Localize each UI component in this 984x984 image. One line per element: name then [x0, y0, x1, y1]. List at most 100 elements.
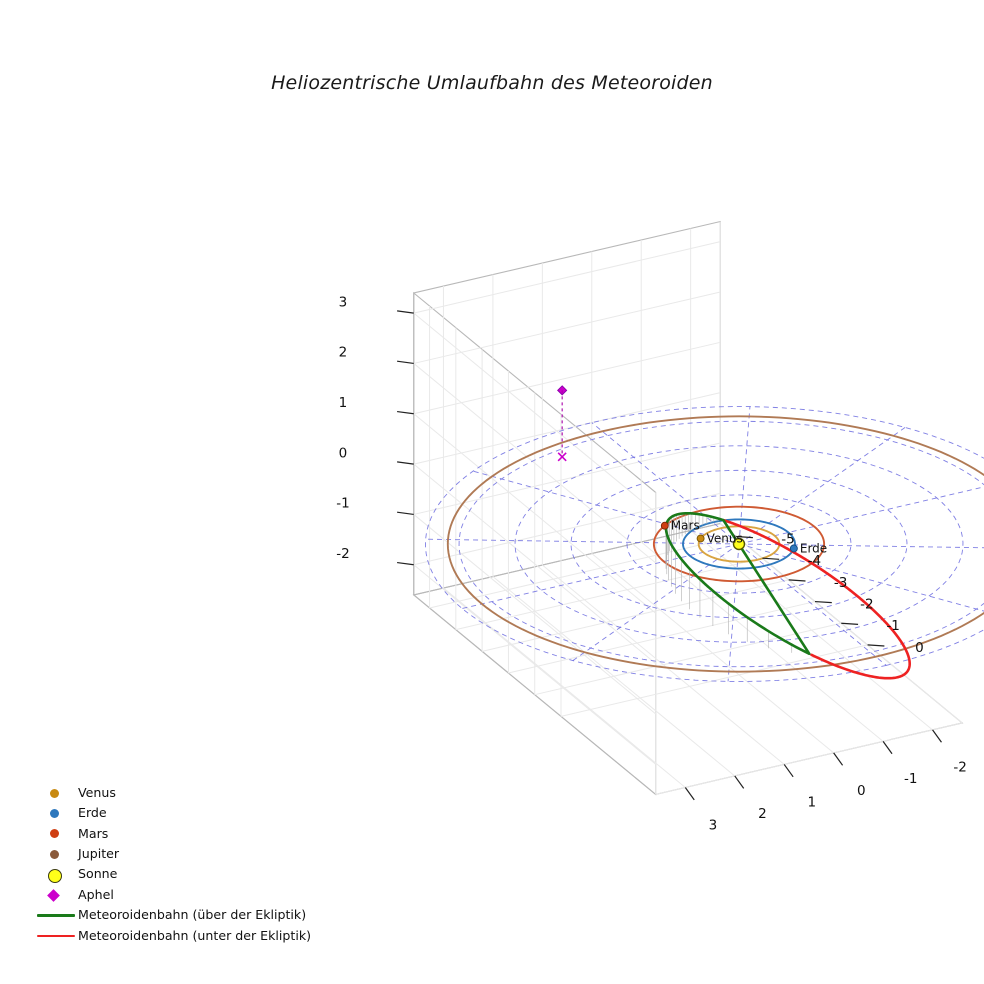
- left-wall-gridline-h: [413, 413, 656, 614]
- legend-marker-aphel: [34, 885, 78, 905]
- polar-grid-spoke: [738, 486, 984, 545]
- legend-marker-venus: [34, 783, 78, 803]
- legend-swatch: [50, 809, 59, 819]
- y-axis-tick-label: -2: [953, 760, 966, 776]
- orbit-path-mars: [652, 505, 826, 583]
- polar-grid-spoke: [738, 406, 751, 545]
- marker-erde: [789, 544, 798, 553]
- z-axis-tick: [397, 360, 414, 365]
- polar-grid-spoke: [462, 543, 740, 609]
- floor-gridline-x: [655, 722, 963, 795]
- floor-gridline-x: [534, 622, 842, 696]
- x-axis-tick-label: -5: [781, 532, 794, 548]
- z-axis-tick-label: -2: [336, 546, 349, 562]
- body-label-venus: Venus: [707, 531, 743, 545]
- floor-gridline-y: [690, 530, 933, 731]
- back-wall-gridline-h: [413, 442, 721, 515]
- z-axis-tick-label: 2: [339, 345, 348, 361]
- floor-gridline-y: [542, 564, 785, 765]
- y-axis-tick: [783, 764, 794, 778]
- left-wall-gridline-h: [413, 312, 656, 513]
- x-axis-tick: [788, 579, 806, 582]
- y-axis-tick-label: 1: [808, 794, 817, 810]
- back-wall-gridline-h: [413, 392, 721, 465]
- legend-item-label: Erde: [78, 805, 107, 821]
- legend-item-label: Meteoroidenbahn (über der Ekliptik): [78, 907, 307, 923]
- legend-swatch: [50, 829, 59, 839]
- legend-swatch: [37, 934, 75, 938]
- x-axis-tick-label: -4: [808, 553, 821, 569]
- floor-gridline-y: [443, 587, 686, 788]
- legend-swatch: [50, 788, 59, 798]
- orbit-path-jupiter: [446, 415, 984, 673]
- x-axis-tick: [736, 535, 753, 539]
- chart-legend: Venus Erde Mars Jupiter Sonne Aphel Meteoroide…: [34, 783, 364, 946]
- z-axis-tick-label: 1: [339, 395, 348, 411]
- x-axis-tick: [814, 600, 832, 604]
- polar-grid-spoke: [738, 543, 887, 666]
- polar-grid-spoke: [727, 543, 740, 682]
- legend-item[interactable]: Jupiter: [34, 844, 364, 864]
- legend-item[interactable]: Erde: [34, 803, 364, 823]
- y-axis-tick: [882, 741, 893, 755]
- floor-gridline-y: [492, 576, 736, 777]
- y-axis-tick: [833, 752, 844, 766]
- y-axis-tick-label: 0: [857, 783, 866, 799]
- polar-grid-spoke: [738, 543, 984, 612]
- legend-swatch: [47, 888, 60, 902]
- z-axis-tick: [397, 561, 414, 566]
- body-label-mars: Mars: [671, 519, 700, 533]
- y-axis-tick-label: 2: [758, 806, 767, 822]
- marker-sonne: [732, 537, 746, 551]
- polar-grid-spoke: [572, 543, 740, 661]
- floor-gridline-x: [455, 557, 763, 631]
- y-axis-tick: [684, 787, 695, 801]
- legend-item-label: Meteoroidenbahn (unter der Ekliptik): [78, 927, 312, 943]
- legend-item-label: Mars: [78, 825, 109, 841]
- y-axis-tick: [734, 775, 745, 789]
- polar-grid-spoke: [472, 470, 740, 545]
- back-wall-gridline-h: [413, 341, 721, 415]
- z-axis-tick: [397, 511, 414, 516]
- legend-item-label: Venus: [78, 784, 116, 800]
- x-axis-tick-label: -2: [860, 597, 873, 613]
- z-axis-tick: [397, 410, 414, 415]
- legend-swatch: [37, 914, 75, 917]
- legend-item[interactable]: Sonne: [34, 865, 364, 885]
- legend-swatch: [50, 849, 59, 859]
- polar-grid-spoke: [738, 427, 906, 545]
- legend-marker-sonne: [34, 865, 78, 885]
- left-wall-gridline-h: [413, 363, 656, 564]
- floor-gridline-y: [720, 523, 963, 724]
- meteoroid-orbit-below-ecliptic: [722, 518, 911, 680]
- x-axis-tick: [867, 644, 885, 647]
- back-wall-gridline-h: [413, 291, 721, 364]
- floor-gridline-y: [591, 553, 834, 754]
- left-wall-gridline-h: [413, 463, 656, 664]
- legend-marker-mars: [34, 824, 78, 844]
- legend-item[interactable]: Meteoroidenbahn (über der Ekliptik): [34, 905, 364, 925]
- legend-item[interactable]: Venus: [34, 783, 364, 803]
- z-axis-tick: [397, 461, 414, 465]
- page-title: Heliozentrische Umlaufbahn des Meteoroid…: [271, 72, 713, 94]
- y-axis-tick: [932, 729, 942, 743]
- legend-swatch: [48, 868, 62, 883]
- legend-marker-erde: [34, 804, 78, 824]
- floor-gridline-x: [429, 536, 737, 609]
- marker-mars: [660, 521, 669, 530]
- floor-gridline-x: [482, 579, 789, 652]
- polar-grid-spoke: [425, 538, 740, 545]
- left-wall-gridline-h: [413, 564, 656, 765]
- legend-item[interactable]: Mars: [34, 824, 364, 844]
- x-axis-tick: [841, 622, 859, 625]
- legend-item[interactable]: Aphel: [34, 885, 364, 905]
- legend-item-label: Jupiter: [78, 846, 120, 862]
- marker-venus: [696, 534, 705, 543]
- x-axis-tick-label: -3: [834, 575, 847, 591]
- body-label-erde: Erde: [800, 541, 827, 555]
- x-axis-tick: [762, 557, 780, 560]
- polar-grid-spoke: [591, 422, 740, 545]
- legend-item[interactable]: Meteoroidenbahn (unter der Ekliptik): [34, 926, 364, 946]
- legend-marker-jupiter: [34, 844, 78, 864]
